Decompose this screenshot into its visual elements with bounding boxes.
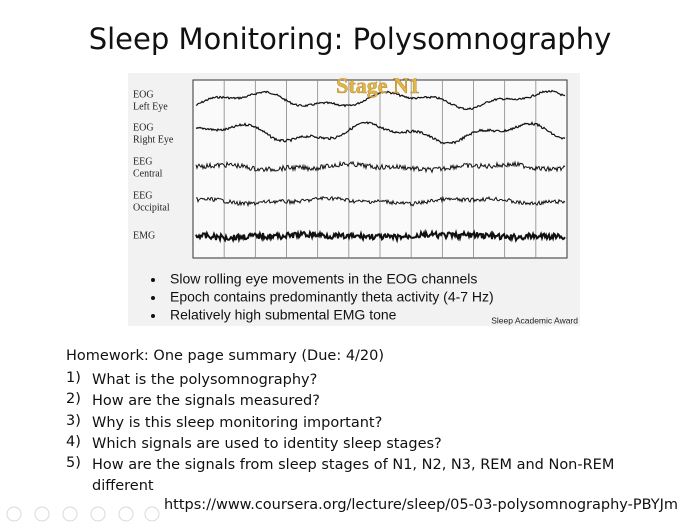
bullet-text: Epoch contains predominantly theta activ…: [170, 289, 494, 305]
item-text: How are the signals measured?: [92, 393, 320, 410]
channel-sublabel: Central: [133, 168, 163, 179]
channel-label: EEG: [133, 156, 152, 167]
waveform: [195, 121, 566, 145]
item-text: Why is this sleep monitoring important?: [92, 414, 383, 431]
bullet-dot: [151, 296, 155, 300]
waveform: [195, 195, 566, 208]
nav-icons: [6, 506, 160, 522]
item-text: How are the signals from sleep stages of…: [92, 457, 615, 495]
url: https://www.coursera.org/lecture/sleep/0…: [163, 497, 678, 513]
homework-heading: Homework: One page summary (Due: 4/20): [66, 348, 385, 364]
waveform: [195, 89, 566, 111]
item-number: 5): [66, 455, 81, 472]
item-number: 4): [66, 433, 81, 450]
credit: Sleep Academic Award: [491, 315, 578, 325]
item-text: What is the polysomnography?: [92, 372, 318, 388]
item-number: 3): [66, 412, 81, 429]
waveform: [195, 160, 566, 174]
waveform: [195, 228, 566, 244]
channel-sublabel: Occipital: [133, 202, 170, 213]
channel-label: EOG: [133, 122, 154, 133]
channel-label: EEG: [133, 190, 152, 201]
stage-label: Stage N1: [336, 73, 420, 98]
bullet-text: Slow rolling eye movements in the EOG ch…: [170, 271, 477, 287]
item-number: 1): [66, 370, 81, 386]
channel-label: EOG: [133, 89, 154, 100]
bullet-text: Relatively high submental EMG tone: [170, 307, 397, 323]
slide-title: Sleep Monitoring: Polysomnography: [88, 22, 612, 56]
bullet-dot: [151, 314, 155, 318]
channel-sublabel: Right Eye: [133, 134, 174, 145]
channel-label: EMG: [133, 230, 155, 241]
channel-sublabel: Left Eye: [133, 101, 168, 112]
waveforms: [195, 89, 566, 244]
item-number: 2): [66, 391, 81, 408]
item-text: Which signals are used to identity sleep…: [92, 435, 442, 452]
bullet-dot: [151, 278, 155, 282]
